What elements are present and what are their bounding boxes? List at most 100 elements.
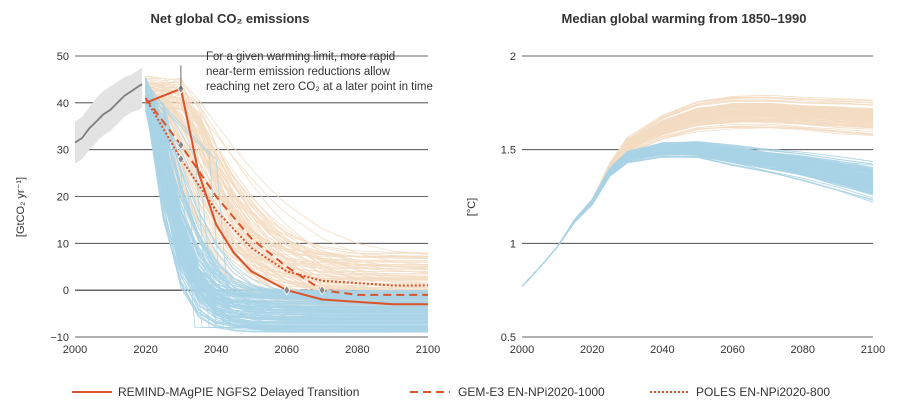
emissions-x-tick-label: 2000 bbox=[63, 344, 87, 356]
warming-y-tick-label: 2 bbox=[510, 51, 516, 63]
diamond-marker bbox=[283, 284, 291, 296]
beige-warming-line bbox=[521, 114, 874, 287]
blue-warming-line bbox=[521, 149, 874, 287]
legend-item-gem: GEM-E3 EN-NPi2020-1000 bbox=[410, 385, 605, 399]
emissions-y-tick-label: 20 bbox=[57, 192, 69, 204]
beige-warming-line bbox=[521, 105, 874, 287]
beige-warming-line bbox=[521, 113, 874, 287]
emissions-x-tick-label: 2080 bbox=[345, 344, 369, 356]
warming-x-tick-label: 2080 bbox=[791, 344, 815, 356]
emissions-chart-title: Net global CO₂ emissions bbox=[151, 11, 310, 26]
legend-item-poles: POLES EN-NPi2020-800 bbox=[650, 385, 830, 399]
beige-scenario-line bbox=[145, 95, 429, 285]
warming-y-ticks: 0.5 1 1.5 2 bbox=[501, 51, 516, 344]
blue-scenario-line bbox=[145, 83, 428, 324]
warming-x-tick-label: 2100 bbox=[861, 344, 885, 356]
beige-warming-line bbox=[521, 105, 874, 287]
blue-scenario-line bbox=[145, 99, 428, 325]
emissions-y-axis-label: [GtCO₂ yr⁻¹] bbox=[15, 177, 27, 237]
blue-scenario-line bbox=[145, 101, 428, 298]
beige-warming-line bbox=[521, 112, 874, 287]
history-emissions-line bbox=[74, 83, 143, 144]
warming-y-tick-label: 1 bbox=[510, 238, 516, 250]
blue-scenario-line bbox=[145, 93, 428, 332]
annotation-line-1: For a given warming limit, more rapid bbox=[206, 51, 395, 63]
beige-warming-line bbox=[521, 110, 874, 287]
warming-y-axis-label: [°C] bbox=[466, 198, 478, 216]
beige-warming-line bbox=[521, 113, 874, 287]
blue-scenario-line bbox=[145, 79, 428, 317]
beige-warming-line bbox=[521, 107, 874, 287]
beige-warming-line bbox=[521, 108, 874, 287]
diamond-marker bbox=[177, 139, 185, 151]
beige-warming-line bbox=[521, 110, 874, 287]
beige-warming-line bbox=[521, 114, 874, 287]
beige-warming-line bbox=[521, 109, 874, 287]
beige-warming-line bbox=[521, 109, 874, 287]
beige-warming-line bbox=[521, 105, 874, 287]
beige-scenario-line bbox=[145, 90, 429, 270]
blue-scenario-line bbox=[145, 95, 428, 319]
emissions-y-tick-label: 40 bbox=[57, 98, 69, 110]
blue-scenario-line bbox=[145, 79, 428, 333]
annotation-text: For a given warming limit, more rapid ne… bbox=[206, 51, 433, 93]
blue-warming-line bbox=[521, 149, 874, 287]
beige-warming-line bbox=[521, 112, 874, 287]
warming-y-tick-label: 1.5 bbox=[501, 145, 516, 157]
beige-warming-line bbox=[521, 105, 874, 287]
beige-warming-line bbox=[521, 104, 874, 287]
emissions-y-tick-label: 50 bbox=[57, 51, 69, 63]
beige-warming-line bbox=[521, 109, 874, 287]
emissions-x-tick-label: 2020 bbox=[133, 344, 157, 356]
warming-x-tick-label: 2060 bbox=[720, 344, 744, 356]
annotation-line-3: reaching net zero CO₂ at a later point i… bbox=[206, 81, 433, 93]
emissions-x-tick-label: 2100 bbox=[416, 344, 440, 356]
emissions-y-tick-label: 30 bbox=[57, 145, 69, 157]
blue-scenario-line bbox=[145, 76, 428, 293]
legend-item-remind: REMIND-MAgPIE NGFS2 Delayed Transition bbox=[72, 385, 359, 399]
warming-x-tick-label: 2000 bbox=[510, 344, 534, 356]
blue-scenario-line bbox=[145, 84, 428, 321]
beige-scenario-line bbox=[145, 83, 428, 281]
beige-warming-line bbox=[521, 114, 874, 287]
highlight-series-dashed bbox=[144, 97, 428, 296]
beige-warming-line bbox=[521, 113, 874, 287]
emissions-x-ticks: 2000 2020 2040 2060 2080 2100 bbox=[63, 344, 440, 356]
beige-warming-line bbox=[521, 113, 874, 287]
beige-warming-line bbox=[521, 114, 874, 287]
emissions-y-ticks: −10 0 10 20 30 40 50 bbox=[50, 51, 69, 344]
beige-warming-line bbox=[521, 105, 874, 287]
beige-warming-line bbox=[521, 114, 874, 287]
highlight-series-solid bbox=[145, 87, 428, 306]
warming-y-tick-label: 0.5 bbox=[501, 332, 516, 344]
beige-scenario-line bbox=[145, 103, 429, 284]
beige-scenario-line bbox=[145, 105, 429, 268]
beige-warming-line bbox=[521, 107, 874, 287]
beige-warming-line bbox=[521, 110, 874, 287]
beige-warming-line bbox=[521, 106, 874, 287]
warming-x-tick-label: 2040 bbox=[650, 344, 674, 356]
emissions-x-tick-label: 2060 bbox=[275, 344, 299, 356]
emissions-y-tick-label: −10 bbox=[50, 332, 69, 344]
emissions-y-tick-label: 0 bbox=[63, 285, 69, 297]
blue-scenario-line bbox=[145, 78, 428, 292]
beige-warming-line bbox=[521, 110, 874, 287]
diamond-marker bbox=[318, 284, 326, 296]
beige-warming-line bbox=[521, 107, 874, 287]
beige-scenario-line bbox=[145, 101, 429, 279]
beige-scenario-line bbox=[145, 98, 429, 293]
beige-warming-line bbox=[521, 114, 874, 287]
blue-scenario-line bbox=[145, 97, 429, 329]
annotation-line-2: near-term emission reductions allow bbox=[206, 66, 391, 78]
beige-warming-line bbox=[521, 102, 874, 287]
beige-warming-line bbox=[521, 105, 874, 287]
warming-chart-title: Median global warming from 1850–1990 bbox=[562, 11, 807, 26]
warming-x-tick-label: 2020 bbox=[580, 344, 604, 356]
beige-warming-line bbox=[521, 109, 874, 287]
beige-warming-line bbox=[521, 110, 874, 287]
emissions-plot-area bbox=[74, 65, 429, 333]
beige-warming-line bbox=[521, 109, 874, 287]
beige-warming-line bbox=[521, 114, 874, 287]
blue-scenario-line bbox=[145, 79, 428, 308]
